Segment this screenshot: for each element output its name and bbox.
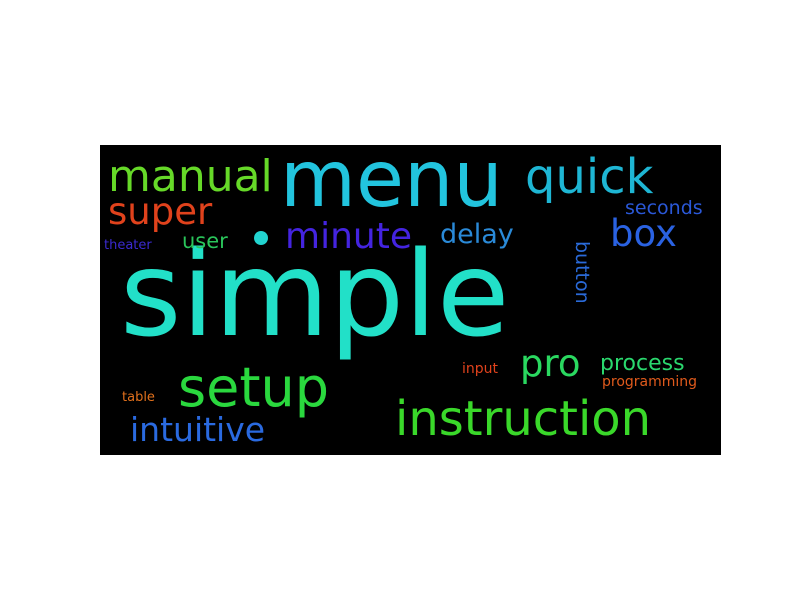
word-minute: minute [285, 216, 412, 257]
word-input: input [462, 361, 499, 377]
word-pro: pro [520, 342, 581, 385]
word-cloud-canvas: simple menu quick manual super minute bo… [100, 145, 721, 455]
dot-mark [254, 231, 268, 245]
word-process: process [600, 351, 685, 376]
word-manual: manual [108, 151, 273, 202]
word-box: box [610, 212, 677, 255]
word-theater: theater [104, 238, 152, 253]
word-super: super [108, 190, 213, 233]
word-menu: menu [280, 145, 503, 225]
word-user: user [182, 229, 228, 253]
word-simple: simple [120, 225, 510, 363]
word-delay: delay [440, 219, 514, 250]
word-table: table [122, 390, 155, 405]
word-button: button [571, 241, 593, 304]
word-instruction: instruction [395, 391, 652, 447]
word-seconds: seconds [625, 197, 703, 219]
word-intuitive: intuitive [130, 410, 266, 449]
word-setup: setup [178, 356, 330, 419]
word-programming: programming [602, 374, 698, 390]
word-quick: quick [525, 149, 654, 205]
